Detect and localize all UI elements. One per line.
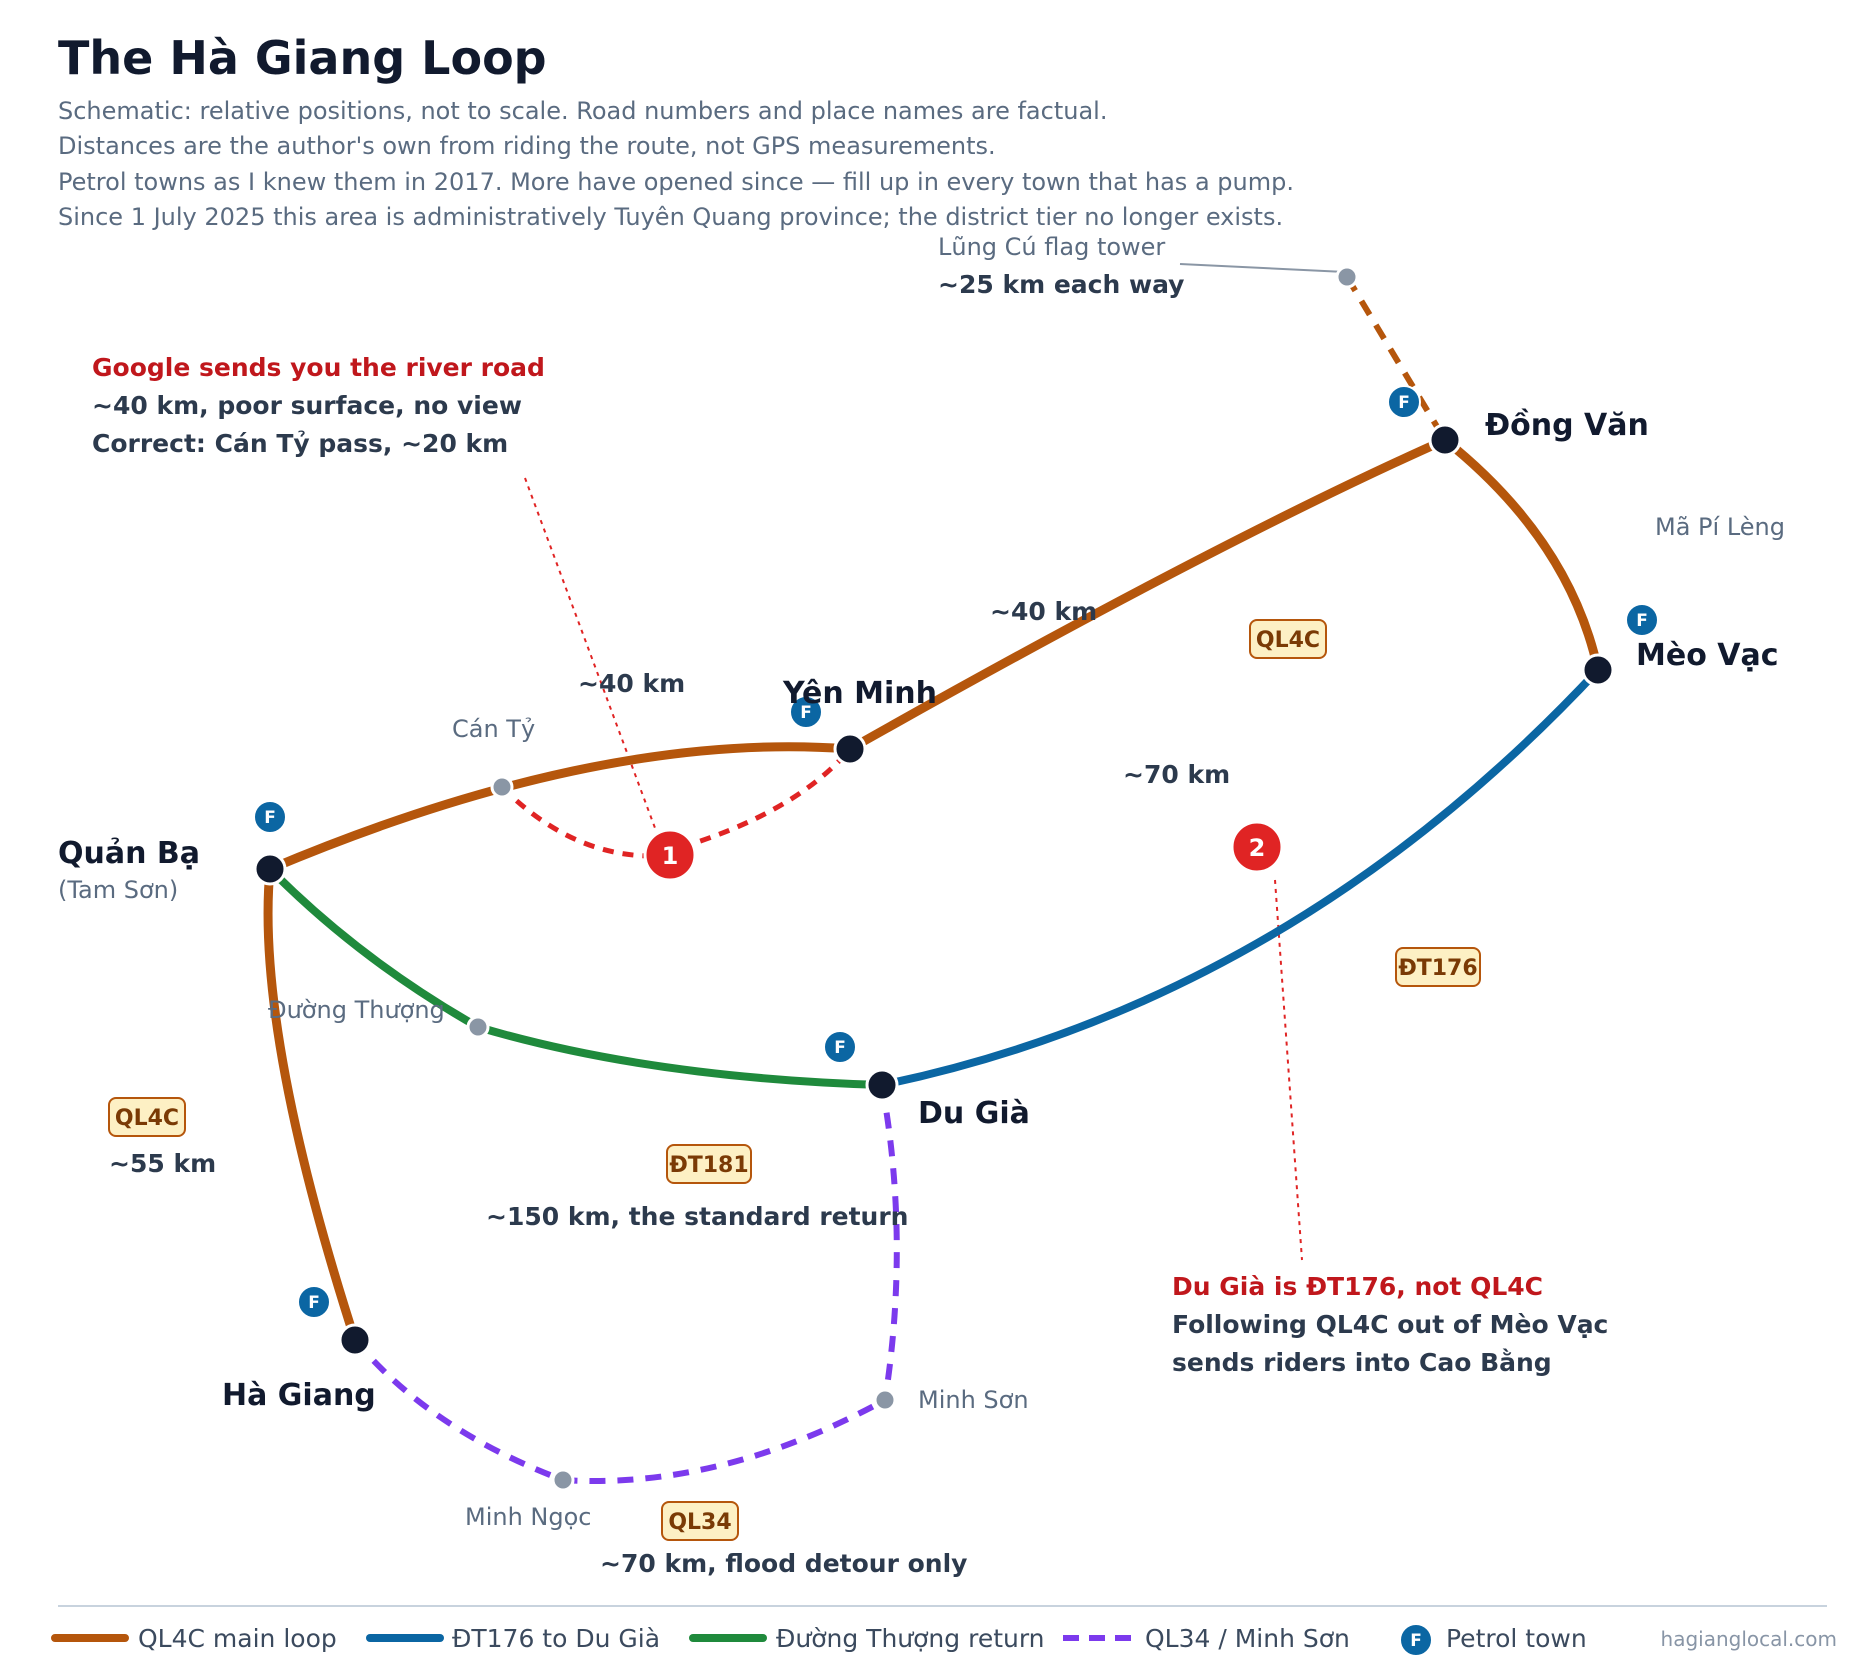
distance-yenminh-dongvan: ~40 km: [990, 597, 1097, 626]
callout-1-line-1: ~40 km, poor surface, no view: [92, 391, 522, 420]
subtitle-line-1: Schematic: relative positions, not to sc…: [58, 97, 1107, 125]
svg-text:QL4C main loop: QL4C main loop: [138, 1624, 337, 1653]
badge-dt181: ĐT181: [666, 1144, 752, 1184]
callout-2-line-2: sends riders into Cao Bằng: [1172, 1348, 1552, 1377]
lung-cu-distance: ~25 km each way: [938, 270, 1184, 299]
du-gia-label: Du Già: [918, 1096, 1030, 1131]
svg-text:QL34 / Minh Sơn: QL34 / Minh Sơn: [1145, 1624, 1350, 1653]
meo-vac-label: Mèo Vạc: [1636, 638, 1779, 673]
minh-son-label: Minh Sơn: [918, 1386, 1029, 1414]
distance-standard-return: ~150 km, the standard return: [486, 1202, 908, 1231]
road-dt181-duong-thuong: [266, 865, 886, 1089]
quan-ba-label: Quản Bạ: [58, 836, 200, 871]
petrol-marker-ha-giang: F: [297, 1285, 331, 1319]
minh-ngoc-label: Minh Ngọc: [465, 1503, 592, 1531]
badge-dt176: ĐT176: [1395, 947, 1481, 987]
lung-cu-label: Lũng Cú flag tower: [938, 233, 1165, 261]
lung-cu-leader-line: [1179, 263, 1346, 273]
legend-item-petrol: F Petrol town: [1399, 1623, 1587, 1657]
svg-text:Petrol town: Petrol town: [1446, 1624, 1587, 1653]
petrol-marker-meo-vac: F: [1625, 603, 1659, 637]
legend-item-ql4c: QL4C main loop: [51, 1624, 337, 1653]
svg-text:F: F: [308, 1293, 320, 1313]
du-gia-dot: [865, 1068, 899, 1102]
callout-2-line-1: Following QL4C out of Mèo Vạc: [1172, 1310, 1608, 1339]
can-ty-dot: [490, 775, 514, 799]
svg-text:F: F: [264, 808, 276, 828]
distance-hagiang-quanba: ~55 km: [109, 1149, 216, 1178]
ha-giang-label: Hà Giang: [222, 1378, 376, 1413]
dong-van-dot: [1428, 423, 1462, 457]
legend-item-duong-thuong: Đường Thượng return: [689, 1624, 1045, 1653]
badge-ql4c-west: QL4C: [108, 1097, 186, 1137]
can-ty-label: Cán Tỷ: [452, 715, 535, 743]
lung-cu-dot: [1335, 265, 1359, 289]
petrol-marker-yen-minh: F: [789, 695, 823, 729]
road-ql4c-quanba-yenminh: [265, 742, 855, 874]
dong-van-label: Đồng Văn: [1485, 408, 1649, 443]
svg-text:ĐT176: ĐT176: [1398, 956, 1477, 981]
yen-minh-label: Yên Minh: [782, 676, 937, 711]
legend-item-dt176: ĐT176 to Du Già: [366, 1624, 660, 1653]
warning-marker-1: 1: [643, 828, 697, 882]
site-credit: hagianglocal.com: [1661, 1627, 1837, 1651]
badge-ql34: QL34: [661, 1501, 739, 1541]
callout-1-line-2: Correct: Cán Tỷ pass, ~20 km: [92, 429, 508, 458]
yen-minh-dot: [833, 732, 867, 766]
svg-text:ĐT181: ĐT181: [669, 1153, 748, 1178]
minh-son-dot: [873, 1388, 897, 1412]
quan-ba-dot: [253, 852, 287, 886]
road-ql4c-yenminh-dongvan: [845, 435, 1450, 754]
svg-text:Đường Thượng return: Đường Thượng return: [776, 1624, 1045, 1653]
svg-text:F: F: [800, 703, 812, 723]
subtitle-line-4: Since 1 July 2025 this area is administr…: [58, 203, 1283, 231]
svg-text:F: F: [834, 1038, 846, 1058]
road-lung-cu-spur: [1344, 275, 1448, 442]
road-ql34-hagiang-minhson: [352, 1338, 887, 1484]
road-ql34-dugia-minhson: [879, 1084, 900, 1401]
svg-text:QL4C: QL4C: [1256, 628, 1320, 653]
svg-text:F: F: [1398, 393, 1410, 413]
distance-meovac-dugia: ~70 km: [1123, 760, 1230, 789]
road-dt176-meovac-dugia: [878, 666, 1602, 1089]
svg-text:1: 1: [662, 842, 679, 870]
callout-2-leader-line: [1274, 879, 1303, 1261]
road-ql4c-hagiang-quanba: [263, 864, 360, 1345]
svg-text:F: F: [1410, 1631, 1422, 1651]
quan-ba-sublabel: (Tam Sơn): [58, 876, 178, 904]
svg-text:QL34: QL34: [668, 1510, 731, 1535]
warning-marker-2: 2: [1230, 820, 1284, 874]
ma-pi-leng-label: Mã Pí Lèng: [1655, 513, 1785, 541]
svg-text:2: 2: [1249, 834, 1266, 862]
petrol-marker-dong-van: F: [1387, 385, 1421, 419]
map-title: The Hà Giang Loop: [58, 31, 547, 85]
minh-ngoc-dot: [551, 1468, 575, 1492]
road-ql4c-dongvan-meovac: [1440, 435, 1603, 675]
distance-flood-detour: ~70 km, flood detour only: [600, 1549, 967, 1578]
svg-text:QL4C: QL4C: [115, 1106, 179, 1131]
duong-thuong-dot: [466, 1015, 490, 1039]
badge-ql4c-north: QL4C: [1249, 619, 1327, 659]
petrol-marker-quan-ba: F: [253, 800, 287, 834]
callout-2-title: Du Già is ĐT176, not QL4C: [1172, 1272, 1543, 1301]
distance-quanba-yenminh: ~40 km: [578, 669, 685, 698]
svg-text:ĐT176 to Du Già: ĐT176 to Du Già: [452, 1624, 660, 1653]
legend-item-ql34: QL34 / Minh Sơn: [1063, 1624, 1350, 1653]
subtitle-line-2: Distances are the author's own from ridi…: [58, 132, 996, 160]
subtitle-line-3: Petrol towns as I knew them in 2017. Mor…: [58, 168, 1294, 196]
callout-1-title: Google sends you the river road: [92, 353, 545, 382]
ha-giang-dot: [338, 1323, 372, 1357]
svg-text:F: F: [1636, 611, 1648, 631]
duong-thuong-label: Đường Thượng: [268, 996, 445, 1024]
petrol-marker-du-gia: F: [823, 1030, 857, 1064]
meo-vac-dot: [1581, 653, 1615, 687]
